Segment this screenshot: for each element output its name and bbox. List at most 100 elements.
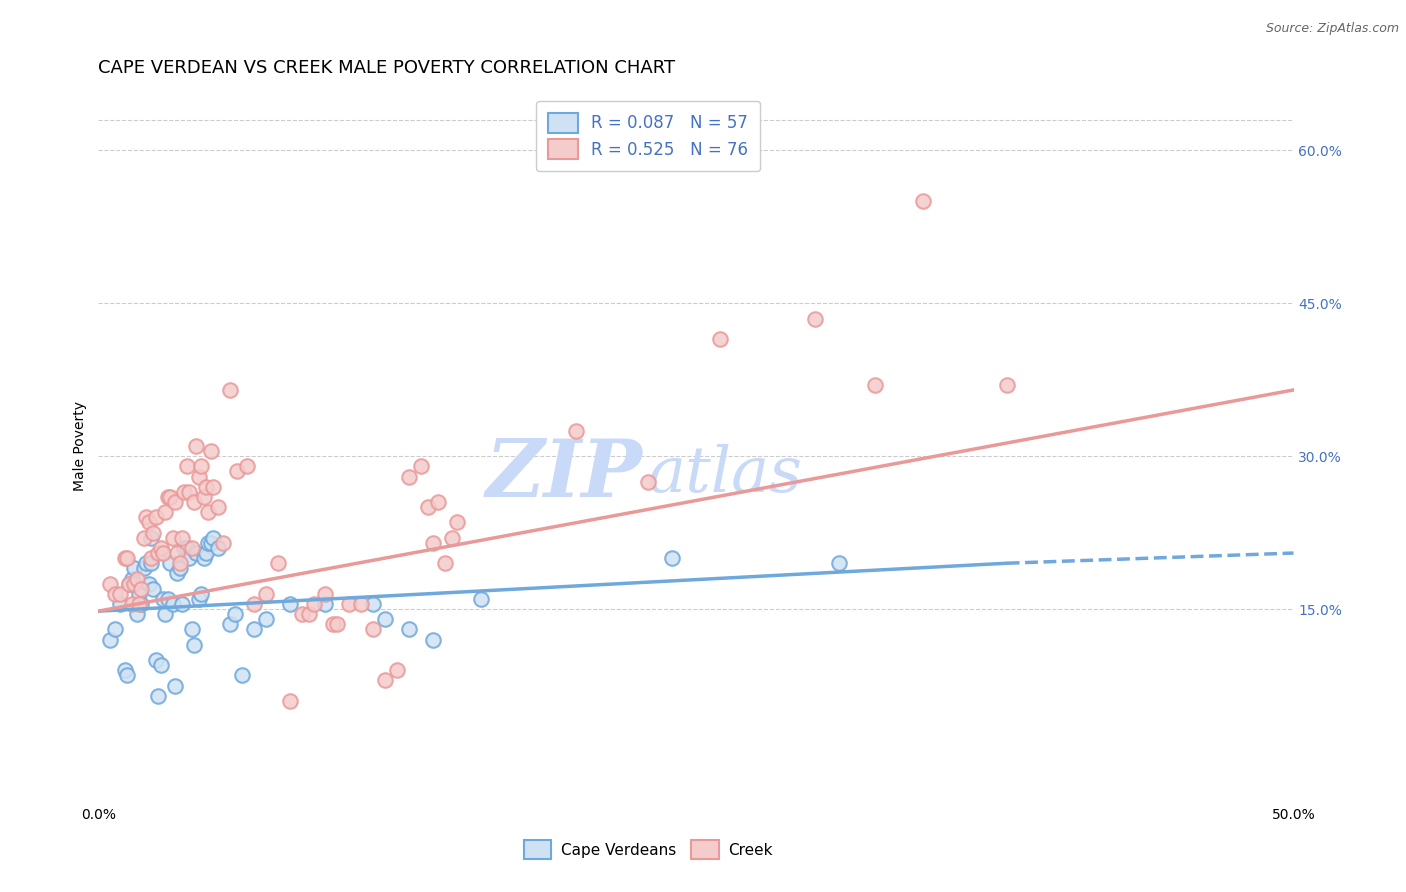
Point <box>98 576 122 591</box>
Point <box>363 597 385 611</box>
Point <box>350 597 373 611</box>
Point <box>202 531 225 545</box>
Point <box>159 490 181 504</box>
Point <box>132 531 155 545</box>
Point <box>418 500 440 515</box>
Point <box>163 495 186 509</box>
Point <box>108 597 131 611</box>
Point <box>98 632 122 647</box>
Point <box>156 591 179 606</box>
Point <box>173 484 195 499</box>
Point <box>190 459 212 474</box>
Point <box>155 607 177 622</box>
Point <box>104 623 127 637</box>
Point <box>115 668 138 682</box>
Point <box>193 490 215 504</box>
Point <box>446 516 468 530</box>
Point <box>231 668 253 682</box>
Point <box>186 546 208 560</box>
Point <box>173 541 195 555</box>
Point <box>162 597 184 611</box>
Point <box>207 500 229 515</box>
Point <box>142 525 165 540</box>
Point <box>118 576 141 591</box>
Point <box>183 495 205 509</box>
Point <box>121 597 143 611</box>
Point <box>363 623 385 637</box>
Point <box>302 597 325 611</box>
Point <box>115 551 138 566</box>
Point <box>267 556 290 570</box>
Point <box>322 617 344 632</box>
Point <box>125 607 148 622</box>
Point <box>149 658 172 673</box>
Point <box>202 480 225 494</box>
Point <box>207 541 229 555</box>
Legend: Cape Verdeans, Creek: Cape Verdeans, Creek <box>516 832 780 866</box>
Text: CAPE VERDEAN VS CREEK MALE POVERTY CORRELATION CHART: CAPE VERDEAN VS CREEK MALE POVERTY CORRE… <box>98 59 675 77</box>
Point <box>142 582 165 596</box>
Point <box>148 689 170 703</box>
Point <box>224 607 246 622</box>
Point <box>315 597 337 611</box>
Point <box>398 469 420 483</box>
Point <box>661 551 683 566</box>
Point <box>125 572 148 586</box>
Point <box>339 597 360 611</box>
Point <box>124 561 146 575</box>
Point <box>152 591 174 606</box>
Point <box>114 551 136 566</box>
Point <box>149 541 172 555</box>
Point <box>179 551 201 566</box>
Point <box>156 490 179 504</box>
Point <box>176 459 198 474</box>
Point <box>200 536 222 550</box>
Point <box>278 694 301 708</box>
Point <box>291 607 314 622</box>
Point <box>108 587 131 601</box>
Point <box>219 617 242 632</box>
Point <box>162 531 184 545</box>
Point <box>128 587 150 601</box>
Point <box>155 505 177 519</box>
Point <box>422 632 444 647</box>
Point <box>219 383 242 397</box>
Point <box>804 311 827 326</box>
Point <box>104 587 127 601</box>
Point <box>441 531 464 545</box>
Point <box>194 480 218 494</box>
Point <box>828 556 851 570</box>
Point <box>194 546 218 560</box>
Point <box>138 516 160 530</box>
Point <box>132 561 155 575</box>
Point <box>135 510 157 524</box>
Point <box>709 332 731 346</box>
Point <box>254 587 277 601</box>
Point <box>128 597 150 611</box>
Point <box>139 556 162 570</box>
Point <box>565 424 588 438</box>
Point <box>235 459 257 474</box>
Point <box>197 505 219 519</box>
Point <box>183 638 205 652</box>
Point <box>145 653 167 667</box>
Text: atlas: atlas <box>648 443 803 506</box>
Text: Source: ZipAtlas.com: Source: ZipAtlas.com <box>1265 22 1399 36</box>
Point <box>374 673 396 688</box>
Point <box>148 546 170 560</box>
Point <box>166 566 188 581</box>
Point <box>172 597 194 611</box>
Point <box>278 597 301 611</box>
Point <box>179 484 201 499</box>
Point <box>180 541 202 555</box>
Point <box>254 612 277 626</box>
Point <box>315 587 337 601</box>
Point <box>139 531 162 545</box>
Point <box>211 536 233 550</box>
Point <box>145 510 167 524</box>
Point <box>243 597 266 611</box>
Point <box>163 679 186 693</box>
Point <box>169 556 191 570</box>
Point <box>911 194 934 209</box>
Point <box>298 607 321 622</box>
